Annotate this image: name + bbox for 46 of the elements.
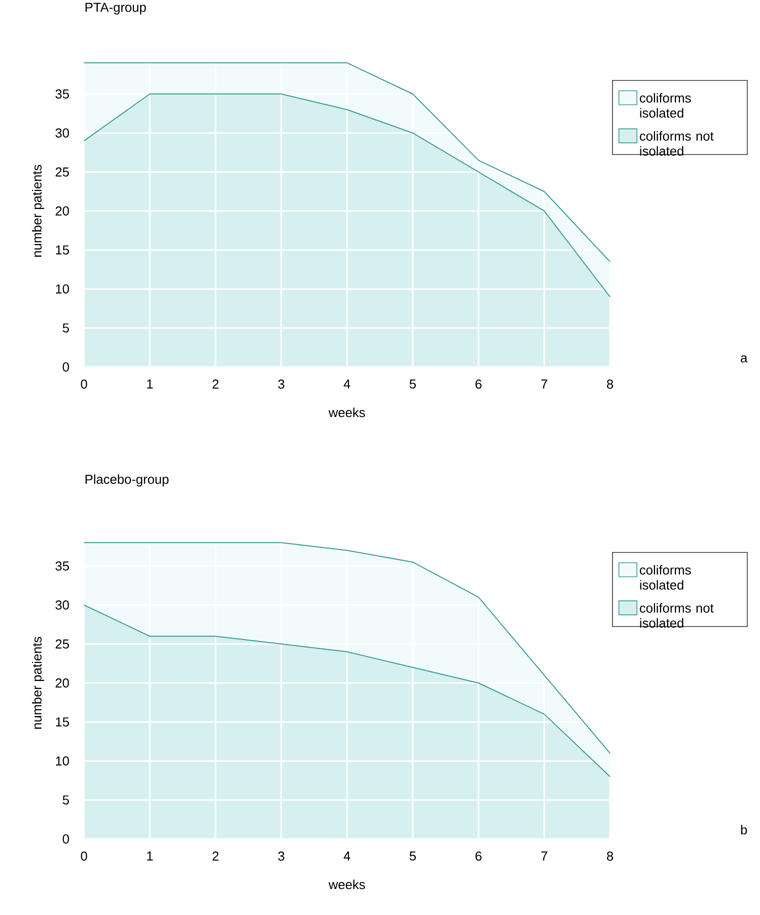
x-tick-label: 3 xyxy=(278,852,284,861)
x-tick-label: 6 xyxy=(476,380,482,389)
x-tick-label: 2 xyxy=(212,852,218,861)
legend-label: coliforms isolated xyxy=(640,93,691,118)
legend-label: coliforms isolated xyxy=(640,565,691,590)
x-axis-title: weeks xyxy=(328,880,365,890)
chart-title: Placebo-group xyxy=(86,474,169,486)
x-tick-label: 7 xyxy=(541,852,548,860)
chart-title: PTA-group xyxy=(86,2,146,14)
y-axis-title: number patients xyxy=(32,636,44,729)
y-tick-label: 30 xyxy=(56,600,69,610)
x-tick-label: 1 xyxy=(147,852,153,860)
x-axis-title: weeks xyxy=(328,408,365,418)
x-tick-label: 1 xyxy=(147,380,153,388)
y-tick-label: 25 xyxy=(56,639,69,649)
x-tick-label: 8 xyxy=(606,852,614,861)
legend-label: coliforms not isolated xyxy=(640,603,714,628)
x-tick-label: 5 xyxy=(410,852,416,861)
y-tick-label: 5 xyxy=(62,795,69,805)
y-axis-title: number patients xyxy=(32,164,44,257)
text: a xyxy=(740,355,748,362)
x-tick-label: 5 xyxy=(410,380,416,389)
x-tick-label: 7 xyxy=(541,380,548,388)
y-tick-label: 10 xyxy=(56,284,69,294)
y-tick-label: 0 xyxy=(62,834,69,844)
y-tick-label: 30 xyxy=(56,128,69,138)
x-tick-label: 8 xyxy=(606,380,614,389)
y-tick-label: 15 xyxy=(56,245,69,255)
x-tick-label: 4 xyxy=(344,380,350,388)
y-tick-label: 5 xyxy=(62,323,69,333)
y-tick-label: 35 xyxy=(56,561,69,571)
x-tick-label: 2 xyxy=(212,380,218,389)
y-tick-label: 20 xyxy=(56,678,69,688)
y-tick-label: 35 xyxy=(56,89,69,99)
x-tick-label: 6 xyxy=(476,852,482,861)
legend-label: coliforms not isolated xyxy=(640,131,714,156)
y-tick-label: 20 xyxy=(56,206,69,216)
x-tick-label: 3 xyxy=(278,380,284,389)
y-tick-label: 25 xyxy=(56,167,69,177)
x-tick-label: 0 xyxy=(80,852,88,861)
y-tick-label: 10 xyxy=(56,756,69,766)
y-tick-label: 0 xyxy=(62,362,69,372)
y-tick-label: 15 xyxy=(56,717,69,727)
x-tick-label: 0 xyxy=(80,380,88,389)
x-tick-label: 4 xyxy=(344,852,350,860)
text: b xyxy=(741,824,747,834)
